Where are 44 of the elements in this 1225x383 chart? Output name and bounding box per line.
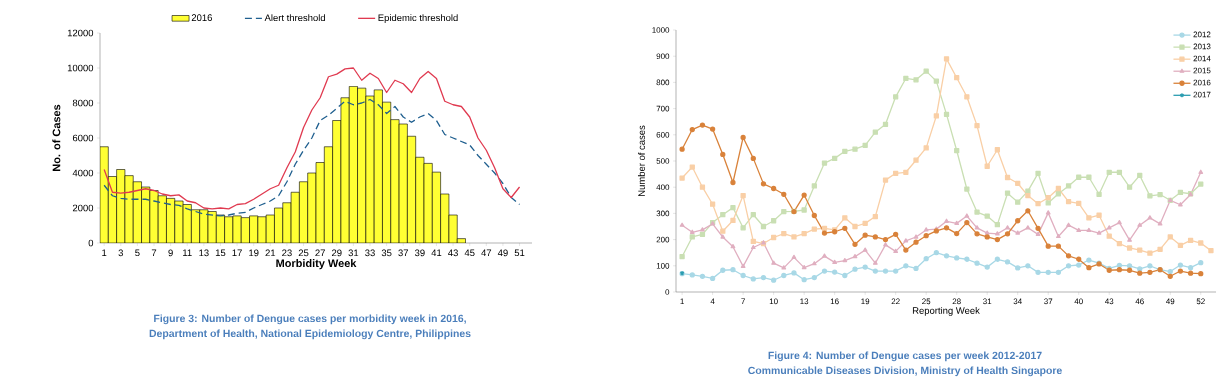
x-tick-label: 43 (448, 249, 458, 257)
x-axis-title: Morbidity Week (276, 259, 357, 270)
y-tick-label: 12000 (67, 29, 94, 37)
y-tick-label: 4000 (72, 169, 94, 177)
legend-label: 2016 (191, 14, 212, 21)
x-tick-label: 21 (265, 249, 276, 257)
x-tick-label: 27 (315, 249, 325, 257)
y-axis-title: Number of cases (637, 125, 645, 196)
x-tick-label: 5 (135, 249, 140, 257)
x-tick-label: 3 (118, 249, 123, 257)
caption: Figure 4: Number of Dengue cases per week 2012-2017 (768, 351, 1042, 362)
x-axis-title: Reporting Week (912, 307, 980, 316)
legend-label: Epidemic threshold (378, 14, 458, 23)
x-tick-label: 19 (249, 249, 259, 257)
text: Department of Health, National Epidemiology Centre, Philippines (149, 329, 471, 340)
x-tick-label: 47 (481, 249, 492, 257)
y-tick-label: 8000 (72, 99, 94, 107)
x-tick-label: 51 (514, 249, 525, 257)
x-tick-label: 1 (102, 249, 107, 257)
x-tick-label: 9 (168, 249, 173, 257)
x-tick-label: 39 (414, 249, 425, 257)
y-tick-label: 0 (88, 239, 94, 247)
x-tick-label: 17 (232, 249, 242, 257)
x-tick-label: 31 (348, 249, 359, 257)
x-tick-label: 33 (365, 249, 375, 257)
x-tick-label: 23 (282, 249, 292, 257)
x-tick-label: 29 (331, 249, 342, 257)
x-tick-label: 35 (381, 249, 392, 257)
x-tick-label: 13 (199, 249, 209, 257)
y-axis-title: No. of Cases (52, 104, 61, 171)
caption: Figure 3: Number of Dengue cases per morbidity week in 2016, (154, 314, 466, 325)
x-tick-label: 45 (464, 249, 475, 257)
y-tick-label: 6000 (72, 134, 94, 142)
legend-label: Alert threshold (264, 14, 325, 22)
x-tick-label: 11 (183, 249, 192, 257)
text: Communicable Diseases Division, Ministry of Health Singapore (748, 366, 1062, 377)
y-tick-label: 10000 (67, 64, 94, 72)
x-tick-label: 7 (151, 249, 157, 257)
x-tick-label: 15 (215, 249, 226, 257)
x-tick-label: 25 (298, 249, 309, 257)
x-tick-label: 37 (398, 249, 409, 257)
y-tick-label: 2000 (72, 204, 94, 212)
x-tick-label: 49 (497, 249, 508, 257)
x-tick-label: 41 (431, 249, 442, 257)
